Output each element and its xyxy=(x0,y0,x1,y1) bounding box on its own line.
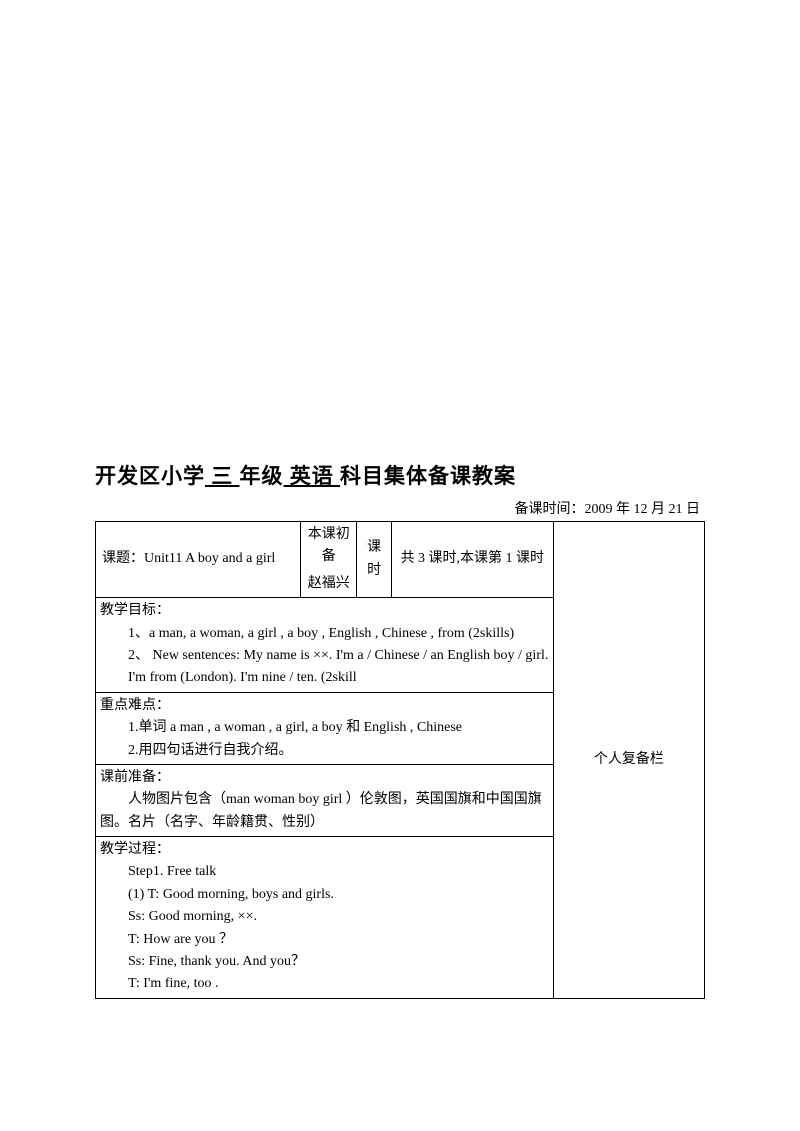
objectives-cell: 教学目标： 1、a man, a woman, a girl , a boy ,… xyxy=(96,598,554,693)
notes-column: 个人复备栏 xyxy=(553,522,704,999)
page-title: 开发区小学 三 年级 英语 科目集体备课教案 xyxy=(95,460,705,490)
lesson-plan-table: 课题：Unit11 A boy and a girl 本课初备 赵福兴 课时 共… xyxy=(95,521,705,999)
period-label-cell: 课时 xyxy=(357,522,392,598)
process-cell: 教学过程： Step1. Free talk (1) T: Good morni… xyxy=(96,837,554,999)
period-value-cell: 共 3 课时,本课第 1 课时 xyxy=(391,522,553,598)
topic-cell: 课题：Unit11 A boy and a girl xyxy=(96,522,301,598)
preparation-cell: 课前准备： 人物图片包含（man woman boy girl ）伦敦图，英国国… xyxy=(96,764,554,836)
keypoints-cell: 重点难点： 1.单词 a man , a woman , a girl, a b… xyxy=(96,692,554,764)
prep-cell: 本课初备 赵福兴 xyxy=(301,522,357,598)
date-line: 备课时间：2009 年 12 月 21 日 xyxy=(95,498,705,518)
